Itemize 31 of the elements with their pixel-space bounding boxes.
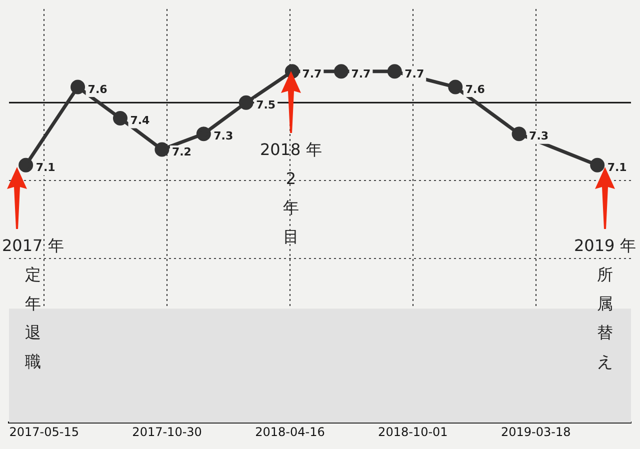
data-label: 7.7 [302,67,322,80]
data-label: 7.6 [88,82,108,96]
x-tick-label: 2019-03-18 [500,424,571,439]
x-tick-label: 2017-10-30 [132,424,202,439]
data-label: 7.6 [465,82,486,96]
x-tick-label: 2018-04-16 [255,424,325,439]
data-label: 7.7 [351,67,371,80]
point [18,158,34,172]
data-label: 7.1 [36,160,56,174]
point [238,95,254,110]
data-label: 7.2 [172,145,192,158]
x-tick-label: 2017-05-15 [9,424,79,439]
data-label: 7.7 [404,67,424,80]
x-tick-label: 2018-10-01 [378,424,448,439]
data-label: 7.4 [130,114,150,128]
point [70,80,86,94]
annotation: 2017 年定年退職 [2,235,64,373]
annotation: 2019 年所属替え [574,235,636,373]
data-label: 7.5 [256,98,276,112]
data-label: 7.3 [529,130,549,143]
data-label: 7.3 [214,130,234,143]
point [154,142,170,157]
point [590,158,605,172]
point [512,126,526,142]
point [387,64,402,79]
point [448,80,463,94]
point [112,111,128,126]
point [334,64,348,79]
data-label: 7.1 [607,160,627,174]
annotation: 2018 年2年目 [260,139,322,248]
point [196,126,211,142]
